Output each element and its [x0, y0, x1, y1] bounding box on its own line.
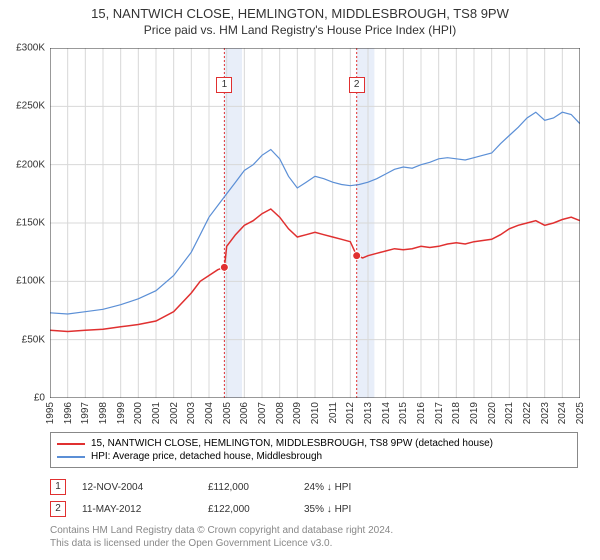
x-tick-label: 2012 [345, 402, 356, 424]
x-tick-label: 1998 [98, 402, 109, 424]
x-tick-label: 2007 [257, 402, 268, 424]
x-tick-label: 1996 [63, 402, 74, 424]
y-tick-label: £250K [16, 101, 45, 112]
sale-date: 12-NOV-2004 [82, 482, 192, 493]
x-tick-label: 2025 [575, 402, 586, 424]
y-tick-label: £300K [16, 43, 45, 54]
chart-area: £0£50K£100K£150K£200K£250K£300K 19951996… [50, 48, 580, 398]
x-tick-label: 2011 [328, 402, 339, 424]
legend-row: HPI: Average price, detached house, Midd… [57, 450, 571, 463]
chart-title: 15, NANTWICH CLOSE, HEMLINGTON, MIDDLESB… [0, 0, 600, 23]
sale-marker-2: 2 [50, 501, 66, 517]
x-tick-label: 2023 [540, 402, 551, 424]
y-tick-label: £150K [16, 218, 45, 229]
legend-label: HPI: Average price, detached house, Midd… [91, 451, 322, 462]
sale-price: £112,000 [208, 482, 288, 493]
x-tick-label: 2002 [169, 402, 180, 424]
legend-row: 15, NANTWICH CLOSE, HEMLINGTON, MIDDLESB… [57, 437, 571, 450]
x-tick-label: 1995 [45, 402, 56, 424]
footnote-line: This data is licensed under the Open Gov… [50, 537, 393, 550]
sale-date: 11-MAY-2012 [82, 504, 192, 515]
x-tick-label: 2019 [469, 402, 480, 424]
x-tick-label: 2017 [434, 402, 445, 424]
chart-marker-2: 2 [349, 77, 365, 93]
x-tick-label: 2010 [310, 402, 321, 424]
sale-marker-1: 1 [50, 479, 66, 495]
x-tick-label: 2018 [451, 402, 462, 424]
x-tick-label: 2022 [522, 402, 533, 424]
y-tick-label: £200K [16, 159, 45, 170]
chart-marker-1: 1 [216, 77, 232, 93]
sale-delta: 24% ↓ HPI [304, 482, 404, 493]
sales-table: 1 12-NOV-2004 £112,000 24% ↓ HPI 2 11-MA… [50, 476, 578, 520]
x-tick-label: 2006 [239, 402, 250, 424]
sale-row: 2 11-MAY-2012 £122,000 35% ↓ HPI [50, 498, 578, 520]
x-tick-label: 2013 [363, 402, 374, 424]
sale-delta: 35% ↓ HPI [304, 504, 404, 515]
x-tick-label: 2003 [186, 402, 197, 424]
x-tick-label: 2014 [381, 402, 392, 424]
y-tick-label: £50K [22, 334, 45, 345]
legend: 15, NANTWICH CLOSE, HEMLINGTON, MIDDLESB… [50, 432, 578, 468]
y-tick-label: £100K [16, 276, 45, 287]
chart-svg [50, 48, 580, 398]
sale-price: £122,000 [208, 504, 288, 515]
x-tick-label: 2008 [275, 402, 286, 424]
legend-swatch-property [57, 443, 85, 445]
x-tick-label: 1997 [80, 402, 91, 424]
y-tick-label: £0 [34, 393, 45, 404]
x-tick-label: 2004 [204, 402, 215, 424]
legend-swatch-hpi [57, 456, 85, 458]
legend-label: 15, NANTWICH CLOSE, HEMLINGTON, MIDDLESB… [91, 438, 493, 449]
x-tick-label: 2005 [222, 402, 233, 424]
x-tick-label: 1999 [116, 402, 127, 424]
x-tick-label: 2009 [292, 402, 303, 424]
x-tick-label: 2024 [557, 402, 568, 424]
x-tick-label: 2020 [487, 402, 498, 424]
footnote: Contains HM Land Registry data © Crown c… [50, 524, 393, 550]
x-tick-label: 2016 [416, 402, 427, 424]
x-tick-label: 2000 [133, 402, 144, 424]
chart-subtitle: Price paid vs. HM Land Registry's House … [0, 23, 600, 41]
x-tick-label: 2021 [504, 402, 515, 424]
sale-row: 1 12-NOV-2004 £112,000 24% ↓ HPI [50, 476, 578, 498]
footnote-line: Contains HM Land Registry data © Crown c… [50, 524, 393, 537]
x-tick-label: 2015 [398, 402, 409, 424]
x-tick-label: 2001 [151, 402, 162, 424]
